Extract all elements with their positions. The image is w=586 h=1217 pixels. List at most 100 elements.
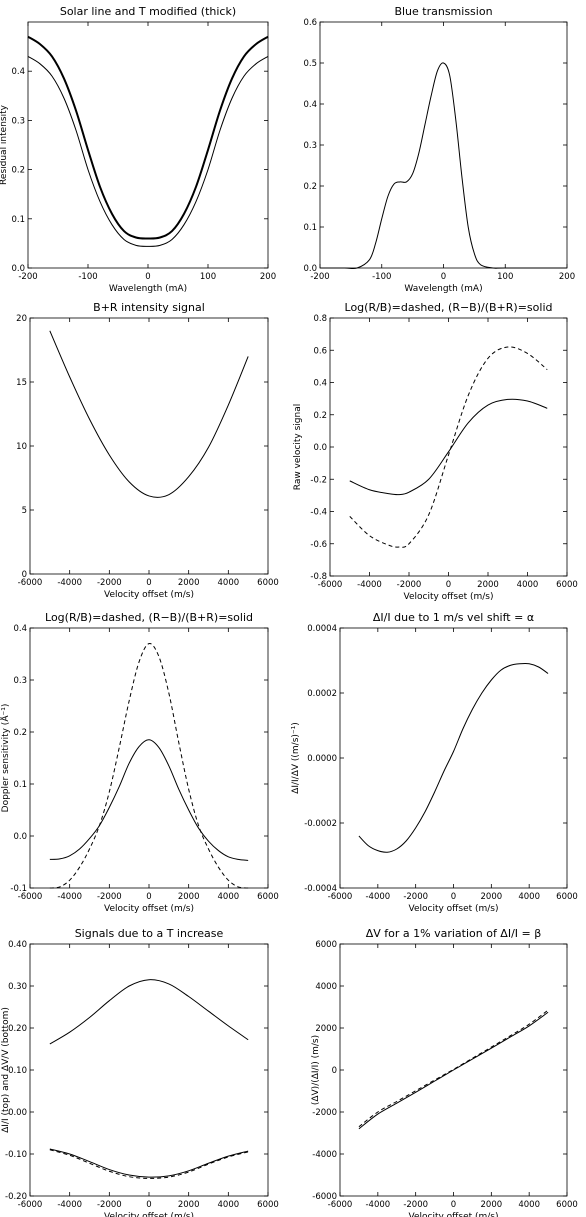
x-axis-label: Velocity offset (m/s) — [104, 590, 194, 600]
chart-1: -200 -100 0 100 200 0.0 0.1 0.2 0.3 0.4 Solar line… — [0, 5, 276, 294]
y-axis-label: (ΔV)/(ΔI/I) (m/s) — [311, 1035, 321, 1105]
plot-frame — [27, 21, 269, 269]
y-tick-label: 0.30 — [8, 982, 27, 992]
y-tick-label: -0.0004 — [304, 884, 337, 894]
x-tick-label: -4000 — [365, 1200, 390, 1210]
chart-8: -6000 -4000 -2000 0 2000 4000 6000 -6000 -4000 -2… — [311, 927, 578, 1217]
chart-3: -6000 -4000 -2000 0 2000 4000 6000 0 5 10 15 20 B+R … — [16, 301, 279, 600]
x-tick-label: -4000 — [57, 578, 82, 588]
series-line-2 — [27, 56, 269, 247]
x-tick-label: -100 — [372, 272, 391, 282]
y-tick-label: -0.0002 — [304, 819, 337, 829]
x-tick-label: -2000 — [97, 1200, 122, 1210]
x-tick-label: -200 — [310, 272, 329, 282]
y-tick-label: -0.2 — [310, 475, 327, 485]
chart-title: Signals due to a T increase — [75, 927, 224, 940]
y-tick-label: 0.0 — [13, 832, 27, 842]
x-tick-label: -200 — [18, 272, 37, 282]
y-tick-label: 0.4 — [11, 67, 25, 77]
x-tick-label: -4000 — [57, 892, 82, 902]
y-tick-label: 0.1 — [11, 215, 25, 225]
y-tick-label: 0.0 — [11, 264, 25, 274]
series-line-1 — [358, 662, 549, 853]
plot-frame — [29, 317, 269, 575]
y-axis-label: Doppler sensitivity (Å⁻¹) — [0, 704, 11, 813]
chart-title: Blue transmission — [394, 5, 492, 18]
x-tick-label: 100 — [497, 272, 513, 282]
series-line-1 — [358, 1011, 549, 1130]
x-tick-label: 0 — [146, 1200, 151, 1210]
chart-title: ΔV for a 1% variation of ΔI/I = β — [366, 927, 542, 940]
y-tick-label: 0.2 — [11, 166, 25, 176]
y-tick-label: 0.00 — [8, 1108, 27, 1118]
x-tick-label: 100 — [200, 272, 216, 282]
x-tick-label: -2000 — [403, 892, 428, 902]
series-line-2 — [49, 1148, 249, 1178]
x-tick-label: 4000 — [218, 1200, 240, 1210]
y-tick-label: -0.6 — [310, 540, 327, 550]
x-axis-label: Velocity offset (m/s) — [104, 904, 194, 914]
x-tick-label: 4000 — [218, 892, 240, 902]
y-tick-label: 0.5 — [303, 59, 317, 69]
x-tick-label: -4000 — [357, 580, 382, 590]
y-axis-label: ΔI/I/ΔV ((m/s)⁻¹) — [291, 722, 301, 794]
y-axis-label: ΔI/I (top) and ΔV/V (bottom) — [1, 1007, 11, 1133]
x-tick-label: 200 — [559, 272, 575, 282]
y-tick-label: 2000 — [315, 1024, 337, 1034]
y-tick-label: 0.1 — [303, 223, 317, 233]
x-tick-label: -2000 — [403, 1200, 428, 1210]
y-tick-label: 0.6 — [313, 346, 327, 356]
series-line-2 — [49, 739, 249, 861]
y-tick-label: -6000 — [312, 1192, 337, 1202]
x-tick-label: 4000 — [518, 892, 540, 902]
y-tick-label: -0.8 — [310, 572, 327, 582]
y-tick-label: 0.3 — [11, 116, 25, 126]
y-tick-label: 0.0 — [303, 264, 317, 274]
chart-title: B+R intensity signal — [93, 301, 205, 314]
x-tick-label: 4000 — [517, 580, 539, 590]
x-axis-label: Wavelength (mA) — [109, 284, 187, 294]
chart-title: Solar line and T modified (thick) — [60, 5, 236, 18]
y-tick-label: 0 — [22, 570, 27, 580]
series-line-1 — [49, 643, 249, 889]
y-tick-label: 0.3 — [303, 141, 317, 151]
y-tick-label: 0.0000 — [307, 754, 337, 764]
x-tick-label: 0 — [441, 272, 446, 282]
chart-title: Log(R/B)=dashed, (R−B)/(B+R)=solid — [45, 611, 253, 624]
x-tick-label: -6000 — [318, 580, 343, 590]
x-tick-label: 2000 — [178, 1200, 200, 1210]
y-tick-label: 20 — [16, 314, 27, 324]
x-tick-label: 0 — [145, 272, 150, 282]
chart-5: -6000 -4000 -2000 0 2000 4000 6000 -0.1 0.0 0.1 0.… — [0, 611, 279, 914]
y-tick-label: -0.10 — [5, 1150, 27, 1160]
y-tick-label: -4000 — [312, 1150, 337, 1160]
x-tick-label: 6000 — [257, 892, 279, 902]
series-line-2 — [349, 398, 548, 496]
chart-4: -6000 -4000 -2000 0 2000 4000 6000 -0.8 -0.6 -0.4… — [293, 301, 578, 602]
series-line-2 — [358, 1009, 549, 1128]
y-tick-label: 0.6 — [303, 18, 317, 28]
x-tick-label: 4000 — [218, 578, 240, 588]
x-axis-label: Wavelength (mA) — [404, 284, 482, 294]
y-tick-label: 0 — [332, 1066, 337, 1076]
y-tick-label: 0.20 — [8, 1024, 27, 1034]
x-tick-label: -100 — [78, 272, 97, 282]
plot-frame — [319, 21, 568, 269]
series-line-1 — [27, 35, 269, 240]
y-tick-label: 0.2 — [313, 411, 327, 421]
series-line-3 — [49, 1149, 249, 1179]
y-axis-label: Residual intensity — [0, 104, 9, 185]
y-tick-label: 0.4 — [303, 100, 317, 110]
y-tick-label: 5 — [22, 506, 27, 516]
y-tick-label: 0.0002 — [307, 689, 337, 699]
y-tick-label: 0.1 — [13, 780, 27, 790]
x-tick-label: 200 — [260, 272, 276, 282]
y-tick-label: -0.20 — [5, 1192, 27, 1202]
y-tick-label: 0.0 — [313, 443, 327, 453]
x-tick-label: 0 — [146, 578, 151, 588]
chart-6: -6000 -4000 -2000 0 2000 4000 6000 -0.0004 -0.00… — [291, 611, 578, 914]
y-tick-label: -2000 — [312, 1108, 337, 1118]
y-tick-label: -0.4 — [310, 508, 327, 518]
y-tick-label: 0.40 — [8, 940, 27, 950]
